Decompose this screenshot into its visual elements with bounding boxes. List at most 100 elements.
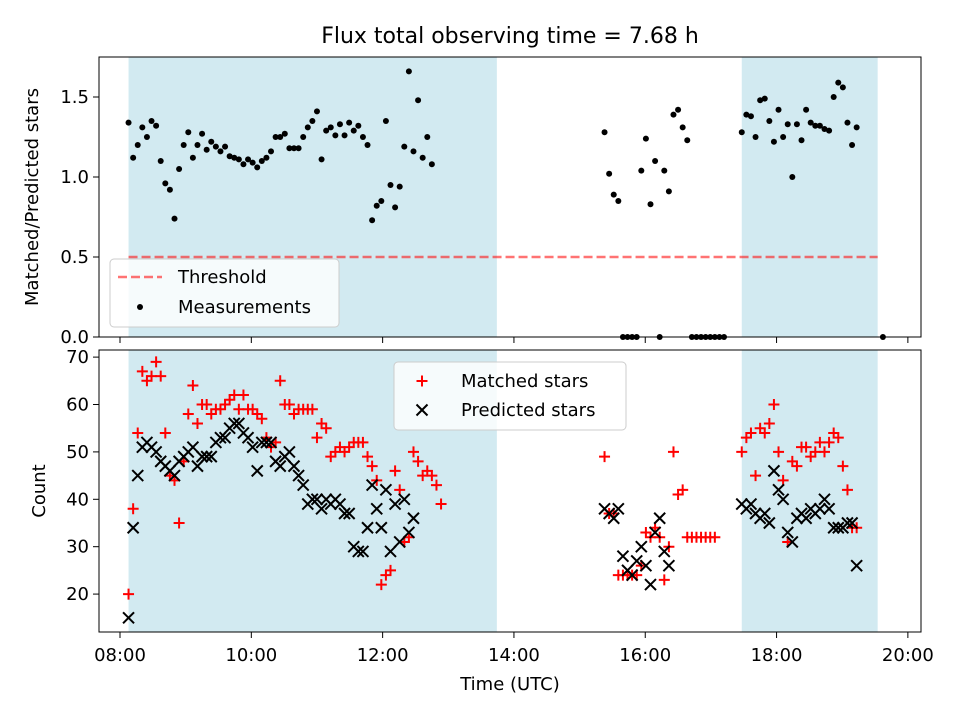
predicted-star-point <box>850 559 863 572</box>
matched-star-point <box>182 408 194 420</box>
top-y-tick-label: 0.0 <box>60 327 89 348</box>
predicted-star-point <box>781 526 794 539</box>
measurement-point <box>318 156 325 163</box>
measurement-point <box>222 143 229 150</box>
predicted-star-point <box>338 507 351 520</box>
matched-star-point <box>709 531 721 543</box>
predicted-star-point <box>283 445 296 459</box>
measurement-point <box>208 138 215 145</box>
measurement-point <box>738 129 745 136</box>
matched-star-point <box>407 446 419 458</box>
predicted-star-point <box>384 545 397 558</box>
matched-star-point <box>750 470 762 482</box>
matched-star-point <box>841 484 853 496</box>
predicted-star-point <box>763 516 776 530</box>
measurement-point <box>309 118 316 124</box>
predicted-star-point <box>168 469 181 482</box>
matched-star-point <box>818 446 830 458</box>
predicted-star-point <box>375 521 388 534</box>
predicted-star-point <box>607 512 620 525</box>
predicted-star-point <box>251 464 264 478</box>
measurement-point <box>798 137 805 144</box>
predicted-star-point <box>205 450 218 463</box>
measurement-point <box>176 166 183 172</box>
measurement-point <box>304 124 311 131</box>
measurement-point <box>217 148 224 155</box>
bottom-legend: Matched stars Predicted stars <box>393 361 627 431</box>
predicted-star-point <box>379 483 393 497</box>
measurement-point <box>162 180 169 187</box>
matched-star-point <box>736 446 748 458</box>
measurement-point <box>355 122 362 129</box>
predicted-star-point <box>625 568 639 582</box>
predicted-star-point <box>195 450 209 463</box>
matched-star-point <box>759 427 771 439</box>
measurement-point <box>835 79 842 86</box>
measurement-point <box>258 158 265 164</box>
measurement-point <box>369 217 376 224</box>
predicted-star-point <box>131 469 144 482</box>
bottom-x-tick-label: 18:00 <box>751 645 803 666</box>
measurement-point <box>670 111 677 118</box>
matched-star-point <box>132 427 144 439</box>
measurement-point <box>780 134 787 140</box>
measurement-point <box>675 106 682 113</box>
matched-star-point <box>800 441 812 453</box>
measurement-point <box>830 94 837 100</box>
predicted-star-point <box>832 521 845 534</box>
matched-star-point <box>658 574 670 586</box>
matched-star-point <box>362 451 374 463</box>
matched-star-point <box>814 436 826 448</box>
matched-star-point <box>832 432 844 444</box>
matched-star-point <box>146 370 158 382</box>
measurement-point <box>245 156 252 163</box>
matched-star-point <box>430 479 442 491</box>
top-measurement-points <box>125 68 886 340</box>
matched-star-point <box>677 484 689 496</box>
predicted-star-point <box>356 545 370 558</box>
measurement-point <box>263 154 270 161</box>
top-legend: Threshold Measurements <box>109 258 340 328</box>
top-shaded-interval <box>741 57 878 337</box>
measurement-point <box>189 154 196 161</box>
top-y-tick-label: 1.0 <box>60 167 89 188</box>
matched-star-point <box>599 451 611 463</box>
matched-star-point <box>274 375 286 387</box>
bottom-legend-box <box>393 361 627 431</box>
matched-star-point <box>228 389 240 401</box>
predicted-star-point <box>274 459 287 473</box>
measurement-point <box>249 159 256 166</box>
measurement-point <box>610 191 617 198</box>
measurement-point <box>235 156 242 163</box>
predicted-star-point <box>402 526 416 539</box>
measurement-point <box>638 167 645 174</box>
predicted-star-point <box>310 493 324 506</box>
predicted-star-point <box>218 431 232 444</box>
bottom-y-axis-label: Count <box>29 464 50 517</box>
measurement-point <box>290 145 297 152</box>
measurement-point <box>775 106 782 113</box>
predicted-star-point <box>776 493 790 506</box>
bottom-shaded-interval <box>741 350 878 632</box>
measurement-point <box>844 119 851 126</box>
matched-star-point <box>283 399 295 411</box>
bottom-y-tick-label: 20 <box>66 584 89 605</box>
measurement-point <box>392 204 399 211</box>
measurement-point <box>180 142 187 148</box>
matched-star-point <box>159 427 171 439</box>
predicted-star-point <box>630 554 643 568</box>
legend-predicted-swatch <box>415 403 429 417</box>
predicted-star-point <box>644 578 657 591</box>
measurement-point <box>226 153 233 160</box>
matched-star-point <box>763 417 775 429</box>
matched-star-point <box>385 564 397 576</box>
measurement-point <box>752 134 759 140</box>
measurement-point <box>286 145 293 152</box>
predicted-star-point <box>149 445 163 459</box>
measurement-point <box>153 122 160 129</box>
predicted-star-point <box>361 521 374 534</box>
measurement-point <box>157 158 164 164</box>
measurement-point <box>601 129 608 136</box>
predicted-star-point <box>616 549 630 563</box>
